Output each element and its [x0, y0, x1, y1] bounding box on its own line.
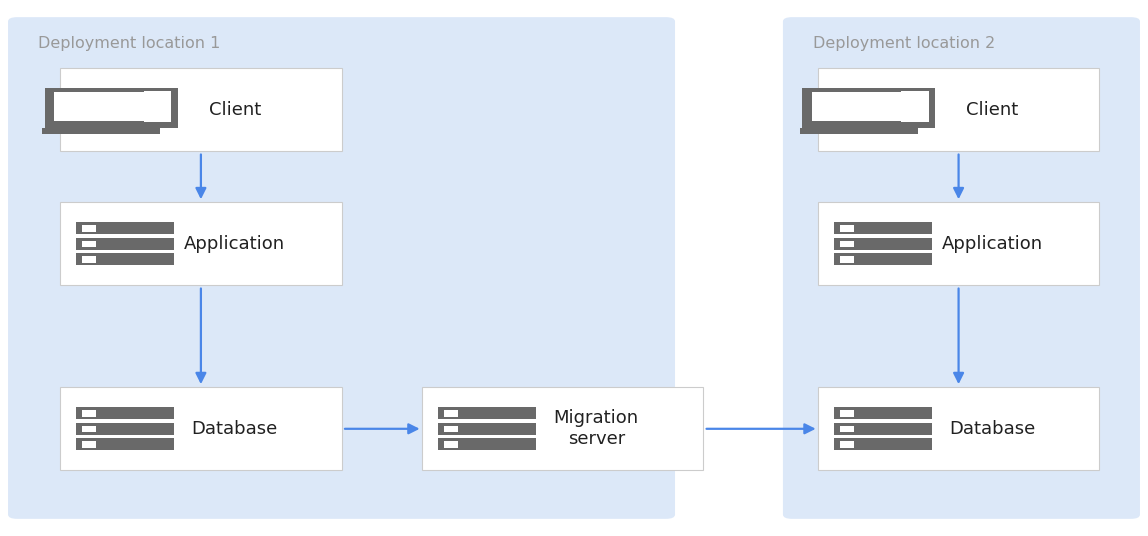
- FancyBboxPatch shape: [60, 202, 342, 285]
- FancyBboxPatch shape: [83, 410, 96, 416]
- FancyBboxPatch shape: [444, 426, 458, 432]
- FancyBboxPatch shape: [840, 410, 854, 416]
- FancyBboxPatch shape: [41, 128, 160, 135]
- FancyBboxPatch shape: [901, 91, 929, 122]
- FancyBboxPatch shape: [840, 426, 854, 432]
- Text: Client: Client: [967, 101, 1018, 119]
- FancyBboxPatch shape: [840, 256, 854, 263]
- FancyBboxPatch shape: [83, 426, 96, 432]
- FancyBboxPatch shape: [833, 423, 931, 435]
- FancyBboxPatch shape: [799, 128, 917, 135]
- FancyBboxPatch shape: [817, 387, 1099, 471]
- Text: Application: Application: [941, 235, 1042, 253]
- FancyBboxPatch shape: [83, 241, 96, 247]
- Text: Deployment location 2: Deployment location 2: [813, 36, 995, 51]
- FancyBboxPatch shape: [76, 238, 173, 250]
- Text: Database: Database: [192, 420, 278, 438]
- FancyBboxPatch shape: [812, 92, 905, 121]
- FancyBboxPatch shape: [54, 92, 147, 121]
- FancyBboxPatch shape: [76, 254, 173, 265]
- FancyBboxPatch shape: [437, 407, 535, 419]
- FancyBboxPatch shape: [76, 438, 173, 450]
- FancyBboxPatch shape: [817, 202, 1099, 285]
- FancyBboxPatch shape: [833, 222, 931, 234]
- FancyBboxPatch shape: [144, 91, 171, 122]
- FancyBboxPatch shape: [45, 88, 157, 128]
- FancyBboxPatch shape: [60, 68, 342, 151]
- FancyBboxPatch shape: [783, 17, 1140, 519]
- FancyBboxPatch shape: [83, 225, 96, 232]
- FancyBboxPatch shape: [894, 88, 936, 128]
- FancyBboxPatch shape: [840, 225, 854, 232]
- FancyBboxPatch shape: [60, 387, 342, 471]
- FancyBboxPatch shape: [83, 256, 96, 263]
- Text: Migration
server: Migration server: [553, 410, 638, 448]
- Text: Database: Database: [949, 420, 1035, 438]
- Text: Deployment location 1: Deployment location 1: [38, 36, 220, 51]
- FancyBboxPatch shape: [444, 441, 458, 448]
- Text: Application: Application: [184, 235, 285, 253]
- FancyBboxPatch shape: [76, 407, 173, 419]
- FancyBboxPatch shape: [422, 387, 703, 471]
- FancyBboxPatch shape: [833, 407, 931, 419]
- FancyBboxPatch shape: [8, 17, 675, 519]
- FancyBboxPatch shape: [437, 423, 535, 435]
- FancyBboxPatch shape: [840, 441, 854, 448]
- FancyBboxPatch shape: [437, 438, 535, 450]
- Text: Client: Client: [209, 101, 261, 119]
- FancyBboxPatch shape: [137, 88, 178, 128]
- FancyBboxPatch shape: [76, 222, 173, 234]
- FancyBboxPatch shape: [444, 410, 458, 416]
- FancyBboxPatch shape: [76, 423, 173, 435]
- FancyBboxPatch shape: [833, 438, 931, 450]
- FancyBboxPatch shape: [83, 441, 96, 448]
- FancyBboxPatch shape: [840, 241, 854, 247]
- FancyBboxPatch shape: [833, 238, 931, 250]
- FancyBboxPatch shape: [833, 254, 931, 265]
- FancyBboxPatch shape: [802, 88, 915, 128]
- FancyBboxPatch shape: [817, 68, 1099, 151]
